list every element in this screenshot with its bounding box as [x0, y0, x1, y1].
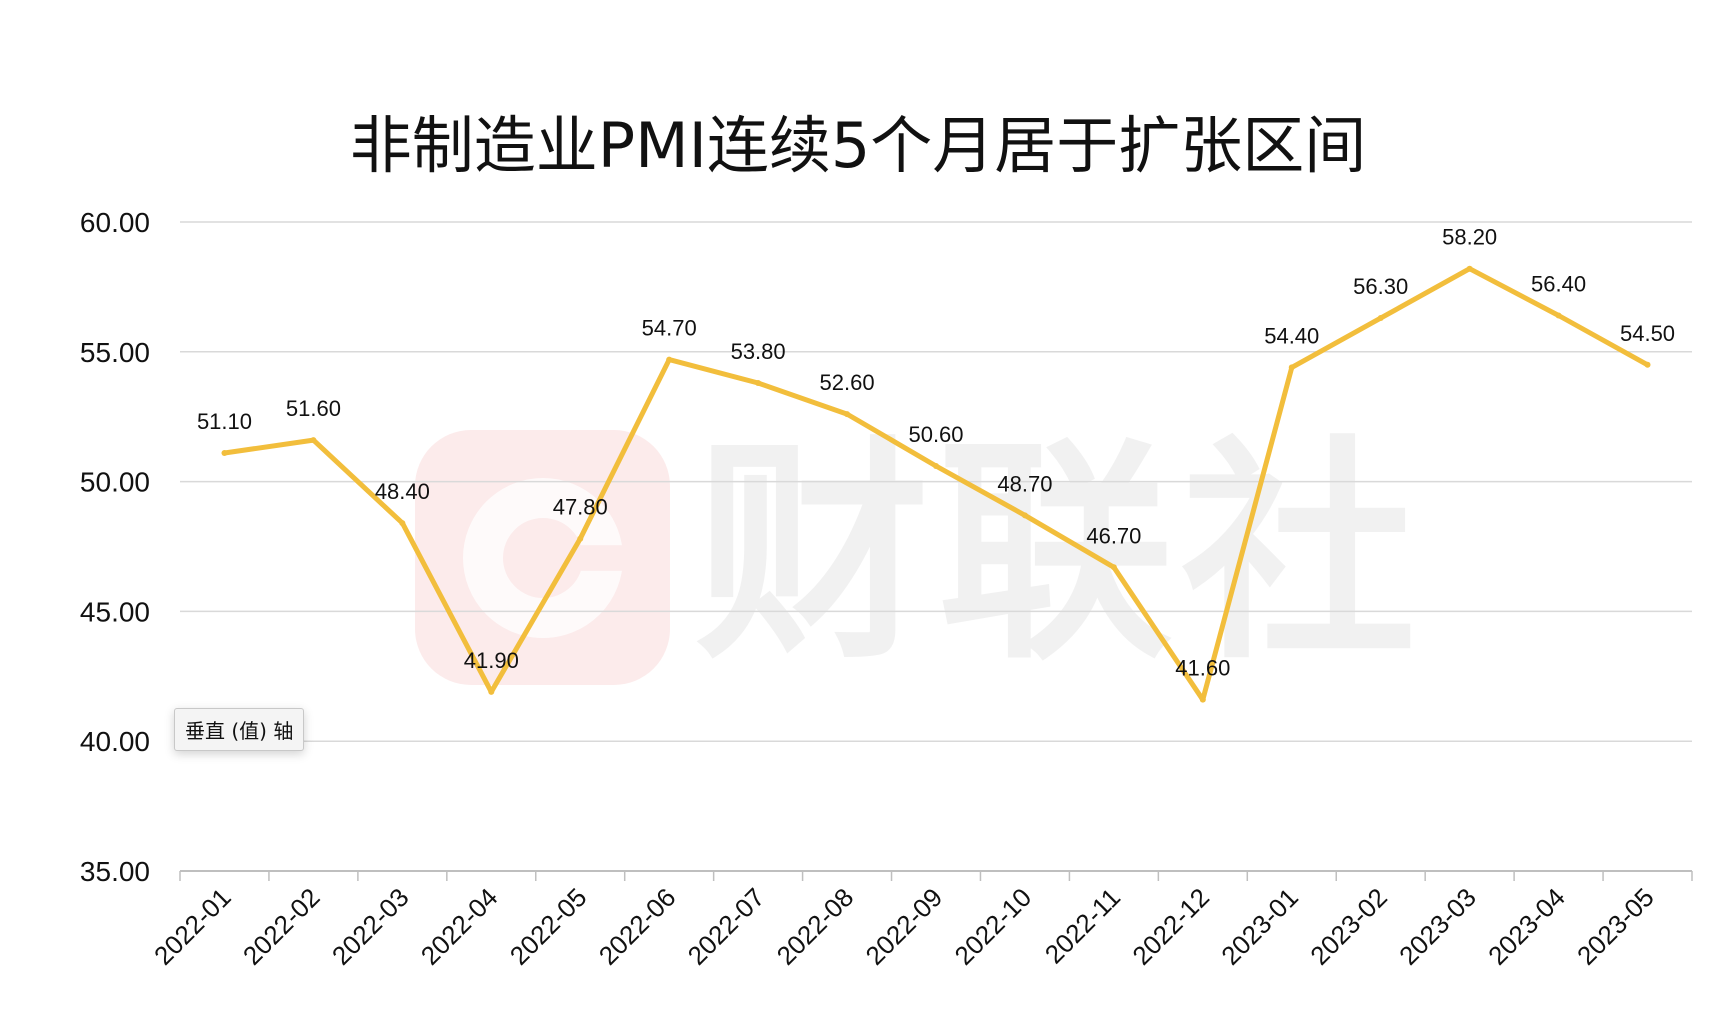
x-tick-label: 2022-03: [326, 882, 415, 971]
data-label: 41.90: [464, 648, 519, 673]
data-point: [488, 688, 495, 695]
x-tick-label: 2023-05: [1571, 882, 1660, 971]
data-point: [1199, 696, 1206, 703]
data-label: 56.30: [1353, 274, 1408, 299]
x-tick-label: 2023-03: [1393, 882, 1482, 971]
data-point: [666, 356, 673, 363]
x-tick-label: 2022-06: [593, 882, 682, 971]
data-label: 51.60: [286, 396, 341, 421]
series-line: [222, 266, 1650, 703]
x-tick-label: 2022-04: [415, 882, 504, 971]
data-label: 41.60: [1175, 656, 1230, 681]
data-point: [755, 379, 762, 386]
data-label: 48.70: [997, 471, 1052, 496]
x-tick-label: 2022-02: [237, 882, 326, 971]
data-label: 47.80: [553, 495, 608, 520]
x-tick-label: 2022-12: [1126, 882, 1215, 971]
data-label: 48.40: [375, 479, 430, 504]
vertical-axis-tooltip: 垂直 (值) 轴: [174, 708, 305, 751]
x-tick-label: 2022-01: [148, 882, 237, 971]
data-point: [933, 463, 939, 470]
data-label: 51.10: [197, 409, 252, 434]
data-label: 54.50: [1620, 321, 1675, 346]
y-tick-label: 40.00: [80, 726, 150, 757]
x-tick-label: 2022-11: [1039, 882, 1126, 969]
data-point: [221, 450, 228, 457]
y-tick-label: 60.00: [80, 207, 150, 238]
x-tick-label: 2023-02: [1304, 882, 1393, 971]
x-tick-label: 2022-07: [682, 882, 771, 971]
y-tick-label: 45.00: [80, 596, 150, 627]
data-label: 56.40: [1531, 271, 1586, 296]
data-point: [1377, 315, 1384, 322]
data-label: 58.20: [1442, 225, 1497, 250]
y-tick-label: 55.00: [80, 337, 150, 368]
data-point: [1555, 312, 1562, 319]
data-point: [844, 411, 851, 418]
data-label: 50.60: [908, 422, 963, 447]
data-point: [399, 520, 406, 527]
data-point: [1466, 265, 1473, 272]
x-tick-label: 2022-05: [504, 882, 593, 971]
data-label: 54.70: [642, 316, 697, 341]
x-tick-label: 2023-04: [1482, 882, 1571, 971]
y-tick-label: 50.00: [80, 467, 150, 498]
data-point: [1021, 512, 1028, 519]
data-point: [577, 535, 584, 542]
data-point: [1110, 564, 1117, 571]
y-tick-label: 35.00: [80, 856, 150, 887]
data-label: 46.70: [1086, 523, 1141, 548]
data-point: [310, 437, 317, 444]
x-tick-label: 2023-01: [1215, 882, 1304, 971]
x-tick-label: 2022-08: [771, 882, 860, 971]
data-point: [1644, 361, 1651, 368]
data-label: 54.40: [1264, 323, 1319, 348]
x-tick-label: 2022-10: [948, 882, 1037, 971]
data-point: [1288, 364, 1295, 371]
data-label: 53.80: [731, 339, 786, 364]
chart-title: 非制造业PMI连续5个月居于扩张区间: [349, 109, 1367, 182]
data-label: 52.60: [820, 370, 875, 395]
x-tick-label: 2022-09: [860, 882, 949, 971]
